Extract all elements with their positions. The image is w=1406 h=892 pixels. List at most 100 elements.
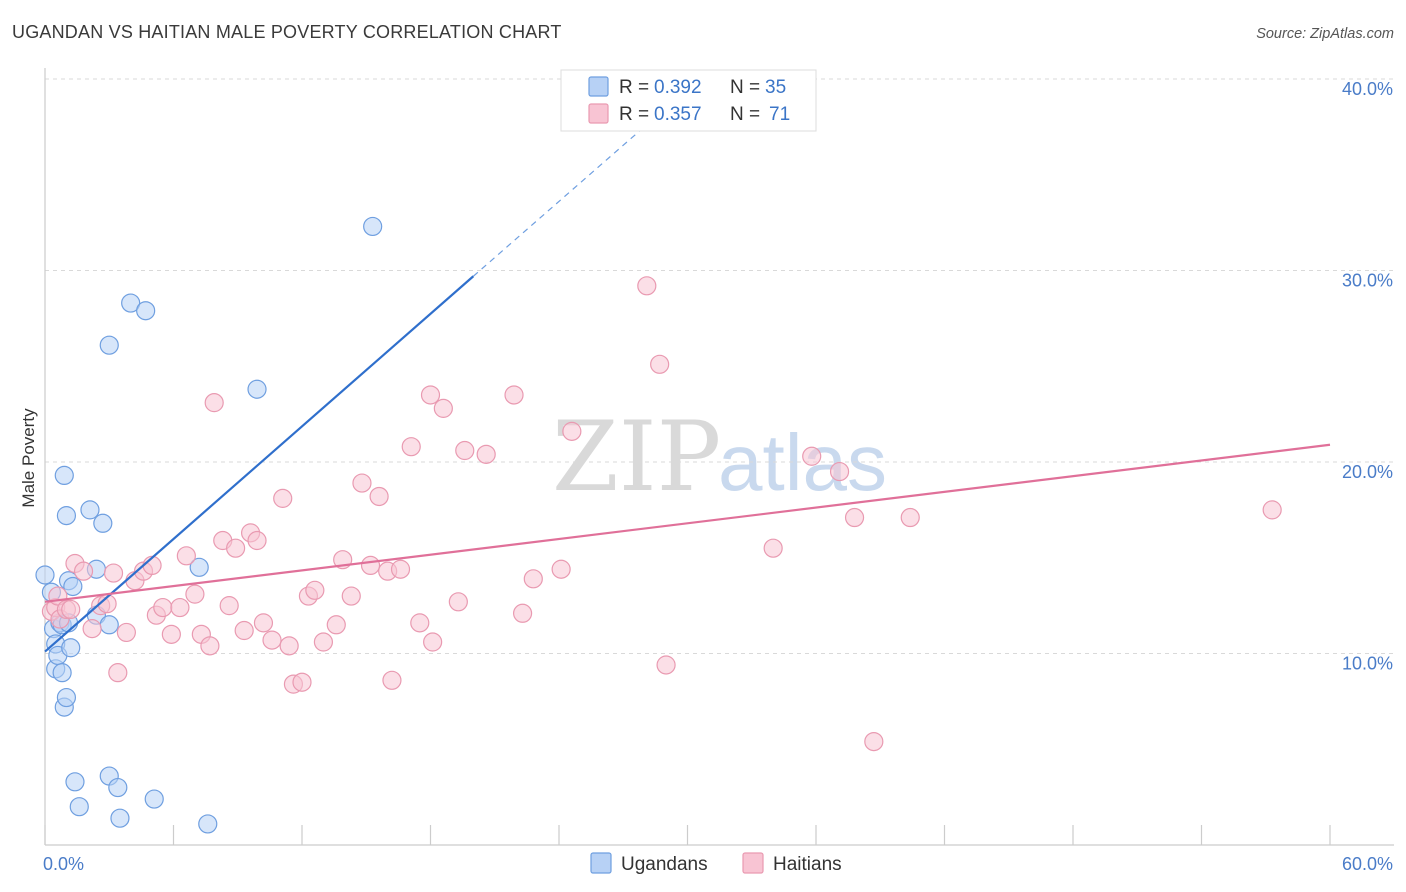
ugandans-point-28 — [136, 301, 156, 321]
bottom-legend: Ugandans Haitians — [590, 852, 842, 875]
ugandans-trend-line — [44, 275, 475, 653]
ugandans-point-25 — [108, 777, 128, 798]
watermark: ZIP atlas — [552, 401, 887, 513]
haitians-point-27 — [219, 596, 239, 616]
chart-title: UGANDAN VS HAITIAN MALE POVERTY CORRELAT… — [12, 22, 562, 42]
ugandans-point-27 — [121, 293, 141, 313]
watermark-zip: ZIP — [552, 401, 721, 513]
haitians-point-55 — [448, 592, 468, 612]
haitians-point-12 — [108, 663, 128, 683]
haitians-point-35 — [279, 636, 299, 656]
y-tick-label-2: 30.0% — [1342, 271, 1393, 291]
haitians-point-25 — [204, 393, 224, 413]
legend-n-label-haitians: N = — [730, 104, 760, 125]
haitians-point-19 — [161, 624, 181, 644]
ugandans-point-13 — [61, 638, 81, 658]
y-tick-label-3: 40.0% — [1342, 79, 1393, 99]
ugandans-point-15 — [65, 772, 85, 792]
y-tick-label-1: 20.0% — [1342, 462, 1393, 482]
haitians-point-7 — [73, 561, 94, 581]
legend-r-label-haitians: R = — [619, 104, 649, 125]
haitians-point-44 — [352, 473, 372, 493]
haitians-point-41 — [326, 615, 346, 635]
haitians-point-67 — [802, 446, 822, 466]
haitians-point-68 — [829, 461, 850, 482]
bottom-legend-swatch-haitians — [742, 852, 764, 874]
legend-r-label-ugandans: R = — [619, 77, 649, 98]
ugandans-point-10 — [56, 687, 77, 708]
haitians-point-39 — [305, 580, 325, 600]
haitians-point-63 — [637, 276, 657, 296]
haitians-point-62 — [562, 421, 582, 441]
haitians-point-52 — [423, 632, 443, 652]
haitians-point-70 — [864, 731, 884, 752]
bottom-legend-haitians: Haitians — [773, 854, 842, 875]
legend-r-value-ugandans: 0.392 — [654, 77, 702, 98]
chart-source: Source: ZipAtlas.com — [1256, 26, 1394, 42]
haitians-point-32 — [253, 613, 274, 633]
legend-swatch-ugandans — [588, 76, 609, 97]
haitians-point-48 — [382, 670, 402, 690]
y-axis-label: Male Poverty — [19, 408, 38, 508]
haitians-point-22 — [185, 584, 205, 604]
haitians-point-40 — [313, 632, 334, 652]
ugandans-point-32 — [247, 379, 267, 399]
ugandans-point-22 — [99, 615, 119, 635]
haitians-point-65 — [656, 655, 676, 675]
haitians-point-33 — [262, 630, 282, 650]
ugandans-point-31 — [198, 814, 218, 834]
haitians-point-13 — [116, 622, 136, 643]
ugandans-point-30 — [189, 557, 209, 577]
haitians-point-58 — [504, 385, 524, 405]
bottom-legend-swatch-ugandans — [590, 852, 612, 874]
watermark-atlas: atlas — [718, 418, 887, 507]
haitians-point-31 — [247, 530, 267, 551]
ugandans-point-14 — [63, 576, 83, 597]
series-haitians — [41, 276, 1282, 752]
haitians-point-8 — [82, 619, 102, 639]
axes — [44, 68, 1394, 846]
haitians-point-49 — [390, 559, 411, 579]
ugandans-point-23 — [99, 335, 119, 355]
haitians-point-66 — [763, 538, 783, 558]
series-ugandans — [35, 216, 383, 834]
ugandans-point-17 — [54, 465, 74, 486]
haitians-point-24 — [200, 636, 220, 656]
haitians-point-28 — [226, 538, 246, 558]
haitians-point-56 — [455, 440, 475, 461]
bottom-legend-ugandans: Ugandans — [621, 854, 708, 875]
ugandans-point-11 — [56, 506, 77, 526]
ugandans-point-0 — [35, 565, 55, 585]
haitians-point-50 — [401, 437, 421, 457]
haitians-point-59 — [512, 603, 533, 623]
ugandans-point-18 — [80, 500, 100, 520]
haitians-point-71 — [900, 507, 920, 528]
ugandans-point-16 — [69, 797, 89, 817]
grid-lines — [45, 78, 1394, 654]
haitians-point-72 — [1262, 500, 1282, 520]
ugandans-trend-extension — [472, 111, 663, 277]
haitians-point-5 — [61, 599, 81, 620]
y-tick-labels: 10.0% 20.0% 30.0% 40.0% — [1342, 79, 1393, 674]
haitians-point-57 — [476, 444, 496, 464]
ugandans-point-29 — [144, 789, 164, 809]
x-tick-label-0: 0.0% — [43, 854, 84, 874]
haitians-point-46 — [369, 486, 389, 507]
legend-n-value-ugandans: 35 — [765, 77, 786, 98]
haitians-point-18 — [153, 597, 173, 618]
haitians-point-54 — [433, 398, 453, 418]
haitians-point-11 — [103, 563, 124, 583]
haitians-point-45 — [360, 555, 381, 576]
haitians-point-43 — [341, 586, 361, 606]
y-tick-label-0: 10.0% — [1342, 654, 1393, 674]
trend-lines — [44, 111, 1331, 653]
legend-r-value-haitians: 0.357 — [654, 104, 702, 125]
haitians-trend-line — [44, 443, 1331, 603]
ugandans-point-21 — [93, 513, 113, 533]
haitians-point-51 — [410, 613, 430, 633]
haitians-point-21 — [176, 546, 196, 566]
haitians-point-53 — [420, 385, 441, 405]
legend-swatch-haitians — [588, 103, 609, 124]
haitians-point-61 — [551, 559, 571, 579]
